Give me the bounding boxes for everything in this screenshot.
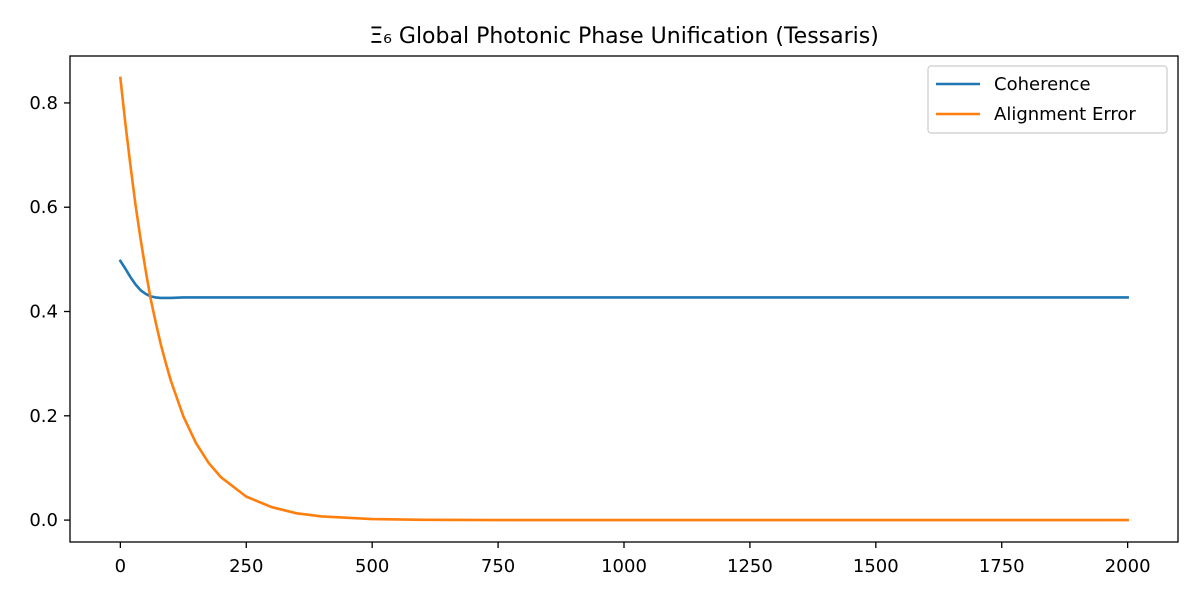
y-tick-label: 0.0	[29, 510, 58, 531]
y-tick-label: 0.2	[29, 406, 58, 427]
x-tick-label: 1500	[853, 556, 899, 577]
x-tick-label: 750	[481, 556, 515, 577]
legend-label-coherence: Coherence	[994, 74, 1091, 95]
y-tick-label: 0.8	[29, 93, 58, 114]
x-axis: 0 250 500 750 1000 1250 1500 1750 2000	[115, 542, 1151, 577]
x-tick-label: 500	[355, 556, 389, 577]
x-tick-label: 0	[115, 556, 126, 577]
x-tick-label: 2000	[1105, 556, 1151, 577]
legend: Coherence Alignment Error	[927, 65, 1168, 134]
series-line-alignment-error	[118, 76, 1129, 522]
y-tick-label: 0.6	[29, 197, 58, 218]
series-line-coherence	[118, 259, 1129, 300]
x-tick-label: 1000	[601, 556, 647, 577]
x-tick-label: 250	[229, 556, 263, 577]
x-tick-label: 1750	[979, 556, 1025, 577]
plot-area	[118, 76, 1129, 522]
chart-title: Ξ₆ Global Photonic Phase Unification (Te…	[369, 24, 879, 49]
legend-label-alignment-error: Alignment Error	[994, 104, 1136, 125]
x-tick-label: 1250	[727, 556, 773, 577]
y-tick-label: 0.4	[29, 302, 58, 323]
legend-box	[927, 65, 1168, 134]
y-axis: 0.0 0.2 0.4 0.6 0.8	[29, 93, 70, 531]
plot-frame	[69, 55, 1179, 543]
